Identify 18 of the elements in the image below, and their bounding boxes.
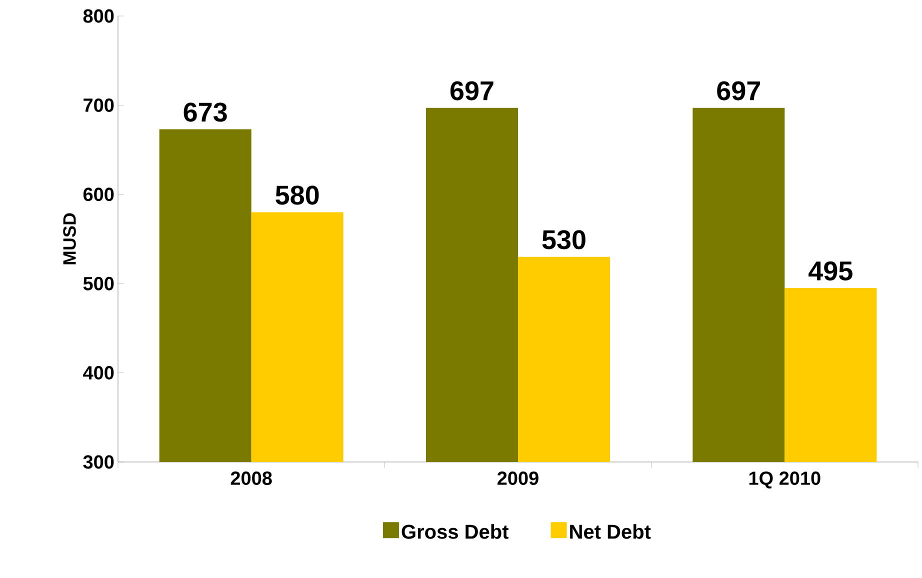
data-label: 495 — [808, 261, 852, 281]
y-tick-label: 500 — [83, 276, 114, 290]
y-tick-label: 800 — [83, 9, 114, 23]
legend-label: Net Debt — [570, 524, 651, 539]
legend-label: Gross Debt — [402, 524, 509, 539]
y-tick-label: 600 — [83, 188, 114, 202]
y-tick-label: 400 — [83, 366, 114, 380]
data-label: 530 — [542, 230, 586, 250]
x-tick-label: 2009 — [498, 472, 538, 485]
data-label: 697 — [450, 81, 494, 100]
y-axis-title: MUSD — [63, 213, 76, 264]
data-label: 580 — [276, 186, 319, 205]
data-label: 697 — [717, 81, 760, 100]
x-tick-label: 2008 — [230, 472, 272, 485]
y-tick-label: 700 — [84, 98, 114, 112]
y-tick-label: 300 — [83, 455, 114, 469]
x-tick-label: 1Q 2010 — [749, 472, 820, 489]
data-label: 673 — [184, 102, 227, 122]
